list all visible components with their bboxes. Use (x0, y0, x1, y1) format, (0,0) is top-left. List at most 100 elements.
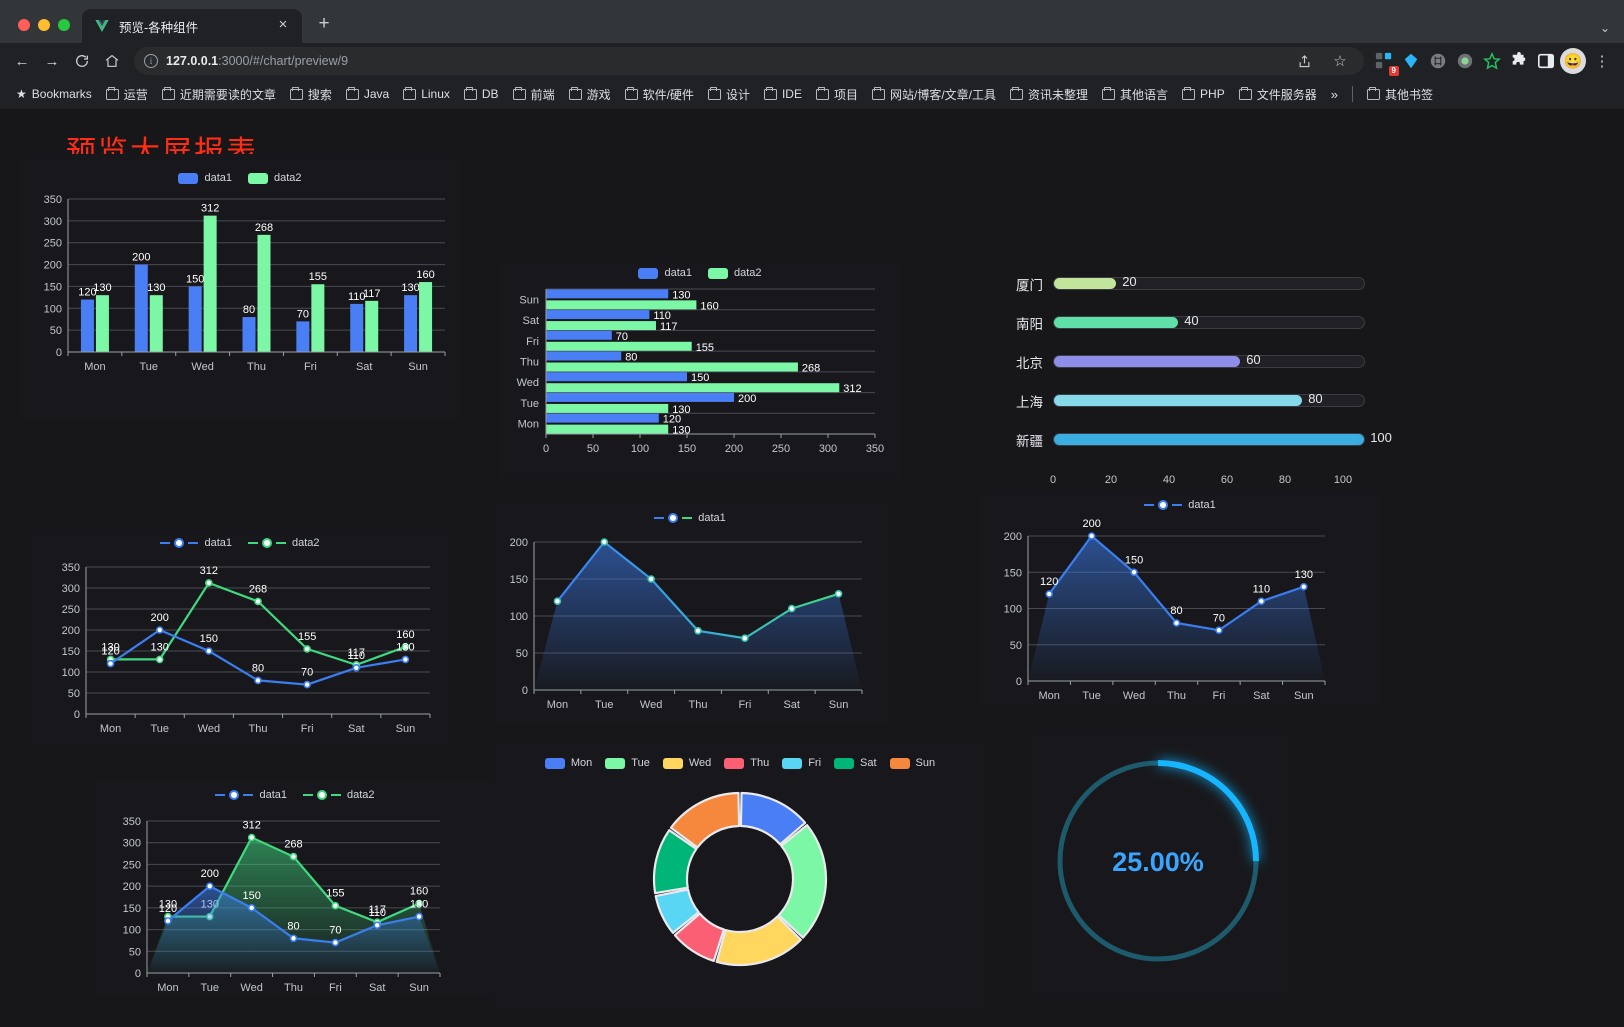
pie-slice[interactable] (652, 829, 698, 895)
diamond-extension-icon[interactable] (1399, 49, 1423, 73)
legend-item-data2[interactable]: data2 (248, 537, 320, 549)
bookmark-folder[interactable]: Java (340, 84, 395, 104)
pie-slice[interactable] (673, 912, 725, 963)
pie-slice[interactable] (777, 824, 828, 939)
tab-close-icon[interactable]: × (278, 16, 288, 33)
legend-item-data2[interactable]: data2 (708, 267, 762, 279)
legend-item-data1[interactable]: data1 (178, 172, 232, 184)
hex-extension-icon[interactable] (1426, 49, 1450, 73)
bookmarks-root[interactable]: ★ Bookmarks (10, 84, 98, 104)
extension-grid-icon[interactable]: 9 (1372, 49, 1399, 76)
bookmark-folder[interactable]: 项目 (810, 83, 864, 106)
progress-track[interactable]: 40 (1053, 313, 1365, 329)
bookmark-folder[interactable]: 前端 (507, 83, 561, 106)
address-bar[interactable]: i 127.0.0.1:3000/#/chart/preview/9 ☆ (134, 47, 1364, 75)
gauge-plot: 25.00% (1057, 760, 1259, 962)
minimize-window-button[interactable] (38, 19, 50, 31)
bookmark-label: PHP (1200, 87, 1225, 101)
bookmark-folder[interactable]: 网站/博客/文章/工具 (866, 83, 1002, 106)
chart-bar-horizontal: data1 data2 0 50 100 150 200 250 300 350 120 130 M… (500, 259, 900, 479)
progress-row[interactable]: 厦门 20 (995, 264, 1365, 303)
progress-fill (1054, 395, 1302, 406)
legend-item-sat[interactable]: Sat (834, 757, 877, 769)
bookmark-folder[interactable]: 软件/硬件 (619, 83, 700, 106)
progress-track[interactable]: 60 (1053, 352, 1365, 368)
star-extension-icon[interactable] (1480, 49, 1504, 73)
legend-item-data1[interactable]: data1 (215, 789, 287, 801)
bookmark-folder[interactable]: DB (458, 84, 505, 104)
legend-item-data1[interactable]: data1 (160, 537, 232, 549)
bookmark-label: 搜索 (307, 87, 332, 102)
progress-fill (1054, 278, 1116, 289)
legend-item-data1[interactable]: data1 (638, 267, 692, 279)
progress-row[interactable]: 南阳 40 (995, 303, 1365, 342)
bookmark-folder[interactable]: 搜索 (284, 83, 338, 106)
bookmark-folder[interactable]: 运营 (100, 83, 154, 106)
close-window-button[interactable] (18, 19, 30, 31)
progress-row[interactable]: 上海 80 (995, 381, 1365, 420)
bookmark-folder[interactable]: 其他语言 (1096, 83, 1174, 106)
bar (350, 303, 364, 352)
chart-text: 160 (396, 629, 414, 641)
progress-row[interactable]: 北京 60 (995, 342, 1365, 381)
chevron-down-icon[interactable]: ⌄ (1599, 21, 1610, 35)
pie-slice[interactable] (669, 791, 741, 849)
chart-text: 80 (243, 304, 255, 316)
bookmark-folder[interactable]: 资讯未整理 (1004, 83, 1094, 106)
bookmark-folder[interactable]: 游戏 (563, 83, 617, 106)
bar (546, 362, 798, 372)
bookmark-star-icon[interactable]: ☆ (1333, 53, 1347, 70)
area-single-plot: 0 50 100 150 200 Mon Tue Wed Thu Fri Sat Sun 120 200 1… (1004, 518, 1326, 702)
legend-item-data2[interactable]: data2 (303, 789, 375, 801)
area-fill (534, 542, 862, 690)
chart-text: Mon (157, 982, 178, 991)
legend-item-sun[interactable]: Sun (889, 757, 935, 769)
bookmark-folder[interactable]: PHP (1176, 84, 1231, 104)
donut-plot (652, 791, 828, 967)
site-info-icon[interactable]: i (144, 54, 158, 68)
legend-item-thu[interactable]: Thu (724, 757, 769, 769)
legend-item-fri[interactable]: Fri (782, 757, 821, 769)
data-point (1215, 626, 1223, 635)
chart-text: 0 (74, 709, 80, 721)
progress-track[interactable]: 100 (1053, 430, 1392, 446)
legend-item-mon[interactable]: Mon (544, 757, 592, 769)
legend-item-data2[interactable]: data2 (248, 172, 302, 184)
profile-avatar[interactable]: 😀 (1560, 48, 1586, 74)
bookmark-folder[interactable]: 文件服务器 (1233, 83, 1323, 106)
pie-slice[interactable] (654, 888, 700, 934)
puzzle-extension-icon[interactable] (1507, 49, 1531, 73)
pie-slice[interactable] (715, 915, 802, 967)
bookmark-folder[interactable]: Linux (397, 84, 456, 104)
forward-icon[interactable]: → (44, 52, 60, 70)
bookmark-folder[interactable]: 设计 (702, 83, 756, 106)
chart-text: 150 (1125, 554, 1143, 566)
chart-text: Mon (547, 699, 568, 711)
new-tab-button[interactable]: + (318, 13, 330, 34)
window-controls[interactable] (10, 19, 82, 43)
pie-slice[interactable] (739, 791, 807, 846)
reload-icon[interactable] (68, 47, 96, 75)
legend-item-data1[interactable]: data1 (654, 512, 726, 524)
circle-extension-icon[interactable] (1453, 49, 1477, 73)
side-panel-icon[interactable] (1534, 49, 1558, 73)
bookmark-folder[interactable]: IDE (758, 84, 808, 104)
legend-item-tue[interactable]: Tue (605, 757, 650, 769)
chart-text: 300 (123, 838, 141, 850)
progress-track[interactable]: 80 (1053, 391, 1365, 407)
legend-item-data1[interactable]: data1 (1144, 499, 1216, 511)
browser-tab[interactable]: 预览-各种组件 × (82, 9, 302, 43)
back-icon[interactable]: ← (14, 52, 30, 70)
share-icon[interactable] (1290, 47, 1318, 75)
browser-menu-icon[interactable]: ⋮ (1594, 53, 1610, 70)
progress-track[interactable]: 20 (1053, 274, 1365, 290)
bookmarks-overflow-icon[interactable]: » (1330, 86, 1338, 102)
home-icon[interactable] (98, 47, 126, 75)
maximize-window-button[interactable] (58, 19, 70, 31)
legend-swatch-icon (248, 172, 268, 184)
progress-row[interactable]: 新疆 100 (995, 420, 1392, 459)
other-bookmarks-folder[interactable]: 其他书签 (1361, 83, 1439, 106)
legend-item-wed[interactable]: Wed (662, 757, 711, 769)
bookmark-folder[interactable]: 近期需要读的文章 (156, 83, 282, 106)
bar (546, 392, 734, 402)
